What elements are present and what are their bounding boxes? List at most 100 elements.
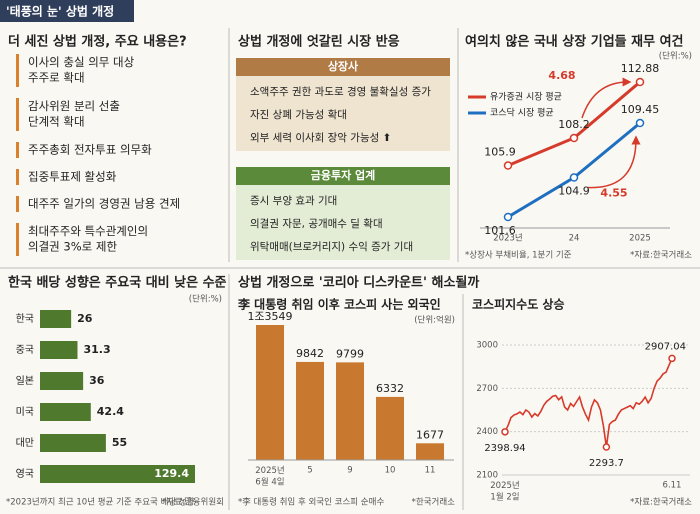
y-tick-label: 영국 [16,468,34,480]
point [569,133,579,143]
change-label: 4.55 [600,187,627,200]
chart-title: 여의치 않은 국내 상장 기업들 재무 여건 [465,34,684,50]
group-item: 외부 세력 이사회 장악 가능성 ⬆ [250,132,391,144]
change-arrow [581,77,632,119]
group-item: 위탁매매(브로커리지) 수익 증가 기대 [250,240,413,253]
value-label: 36 [89,374,105,387]
y-tick-label: 미국 [16,406,34,418]
bar [376,396,404,460]
y-tick-label: 3000 [476,341,498,351]
footnote: *한국거래소 [412,498,456,508]
group-item: 소액주주 권한 과도로 경영 불확실성 증가 [250,85,431,98]
footnote: *상장사 부채비율, 1분기 기준 [465,250,572,261]
value-label: 2907.04 [645,341,686,352]
footnote: *자료:금융위원회 [162,498,224,508]
value-label: 2293.7 [589,458,624,469]
list-item: 이사의 충실 의무 대상 주주로 확대 [28,55,135,85]
x-tick-label: 2025년 1월 2일 [490,480,519,502]
unit-label: (단위:%) [189,294,222,305]
bar [296,361,324,460]
bullet-bar [16,142,19,158]
list-item: 주주총회 전자투표 의무화 [28,143,152,157]
bar [40,341,78,359]
value-label: 104.9 [558,185,590,198]
section-title: 상법 개정으로 '코리아 디스카운트' 해소될까 [238,275,479,291]
bullet-bar [16,223,19,256]
value-label: 129.4 [154,467,189,480]
value-label: 42.4 [97,405,124,418]
bullet-bar [16,169,19,185]
y-tick-label: 대만 [16,437,34,449]
bar [40,403,91,421]
unit-label: (단위:억원) [414,315,455,326]
x-tick-label: 5 [307,466,312,476]
x-tick-label: 2025 [629,234,651,244]
bar [336,362,364,460]
point [635,118,645,128]
value-label: 9799 [336,347,364,360]
footnote: *자료:한국거래소 [630,251,692,261]
value-label: 108.2 [558,118,590,131]
panel-title: 상법 개정에 엇갈린 시장 반응 [238,34,400,50]
bar [40,310,72,328]
legend-label: 코스닥 시장 평균 [490,108,554,119]
bullet-bar [16,98,19,131]
value-label: 112.88 [621,62,660,75]
footnote: *2023년까지 최근 10년 평균 기준 주요국 배당 성향 [6,497,195,508]
point [668,354,676,363]
value-label: 105.9 [484,146,516,159]
y-tick-label: 2100 [476,471,498,481]
point [569,173,579,182]
bullet-bar [16,54,19,87]
list-item: 대주주 일가의 경영권 남용 견제 [28,197,180,211]
x-tick-label: 11 [425,466,436,476]
bar [416,443,444,460]
point [503,161,513,170]
y-tick-label: 일본 [16,375,34,387]
y-tick-label: 2700 [476,384,498,394]
point [602,443,611,451]
value-label: 6332 [376,382,404,395]
value-label: 1677 [416,428,444,441]
value-label: 1조3549 [247,310,292,323]
group-header [236,167,450,185]
x-tick-label: 2025년 6월 4일 [255,465,284,487]
group-header [236,58,450,76]
point [503,212,513,222]
group-name: 금융투자 업계 [311,168,376,182]
x-tick-label: 10 [385,466,396,476]
legend-label: 유가증권 시장 평균 [490,91,562,103]
series-line [504,358,673,448]
point [501,428,509,436]
bar [40,465,195,483]
value-label: 31.3 [83,343,110,356]
bar [40,372,84,390]
change-label: 4.68 [548,69,575,82]
value-label: 101.6 [484,224,516,237]
group-name: 상장사 [328,59,359,73]
group-body [236,76,450,151]
bar [256,325,284,460]
bar [40,434,106,452]
header-bar [0,0,134,22]
change-arrow [587,135,641,189]
panel-title: 더 세진 상법 개정, 주요 내용은? [8,34,187,50]
value-label: 26 [77,312,93,325]
list-item: 최대주주와 특수관계인의 의결권 3%로 제한 [28,224,148,254]
chart-title: 코스피지수도 상승 [472,297,565,312]
y-tick-label: 2400 [476,427,498,437]
value-label: 109.45 [621,103,660,116]
value-label: 9842 [296,347,324,360]
group-item: 증시 부양 효과 기대 [250,195,337,207]
value-label: 2398.94 [484,443,525,454]
x-tick-label: 24 [569,234,580,244]
unit-label: (단위:%) [659,51,692,62]
x-tick-label: 2023년 [493,233,522,244]
y-tick-label: 한국 [16,313,34,325]
list-item: 감사위원 분리 선출 단계적 확대 [28,99,120,129]
list-item: 집중투표제 활성화 [28,170,117,184]
chart-title: 한국 배당 성향은 주요국 대비 낮은 수준 [8,275,227,291]
y-tick-label: 중국 [16,344,34,356]
group-body [236,185,450,260]
